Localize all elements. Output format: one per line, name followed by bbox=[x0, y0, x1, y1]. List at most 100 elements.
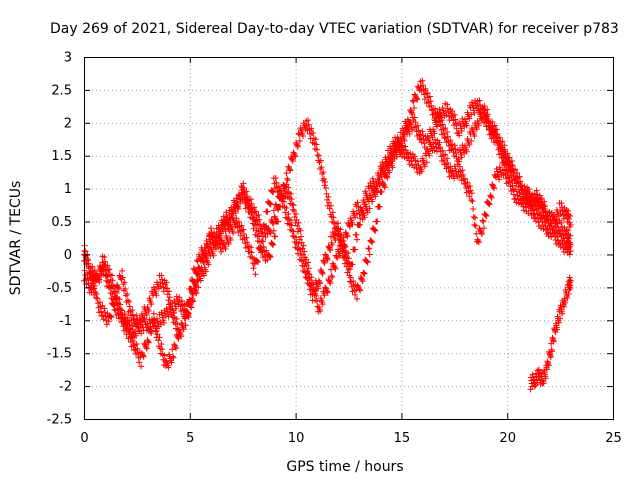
data-point bbox=[358, 275, 365, 282]
data-point bbox=[426, 152, 433, 159]
data-point bbox=[332, 265, 339, 272]
data-point bbox=[326, 205, 333, 212]
data-point bbox=[470, 213, 477, 220]
data-point bbox=[239, 227, 246, 234]
data-point bbox=[270, 241, 277, 248]
data-point bbox=[549, 348, 556, 355]
data-point bbox=[534, 191, 541, 198]
data-point bbox=[263, 247, 270, 254]
data-point bbox=[315, 285, 322, 292]
data-point bbox=[215, 233, 222, 240]
data-point bbox=[444, 159, 451, 166]
data-point bbox=[440, 130, 447, 137]
data-point bbox=[369, 198, 376, 205]
data-point bbox=[492, 131, 499, 138]
data-point bbox=[318, 268, 325, 275]
data-point bbox=[94, 272, 101, 279]
data-point bbox=[171, 309, 178, 316]
data-point bbox=[567, 285, 574, 292]
data-point bbox=[355, 283, 362, 290]
data-point bbox=[243, 188, 250, 195]
data-point bbox=[357, 274, 364, 281]
data-point bbox=[461, 175, 468, 182]
data-point bbox=[349, 221, 356, 228]
data-point bbox=[159, 276, 166, 283]
data-point bbox=[150, 310, 157, 317]
data-point bbox=[406, 120, 413, 127]
data-point bbox=[364, 258, 371, 265]
data-point bbox=[157, 321, 164, 328]
data-point bbox=[494, 131, 501, 138]
data-point bbox=[164, 308, 171, 315]
data-point bbox=[284, 177, 291, 184]
data-point bbox=[116, 296, 123, 303]
data-point bbox=[423, 90, 430, 97]
data-point bbox=[376, 176, 383, 183]
data-point bbox=[197, 268, 204, 275]
data-point bbox=[297, 246, 304, 253]
data-point bbox=[248, 200, 255, 207]
data-point bbox=[251, 260, 258, 267]
data-point bbox=[473, 126, 480, 133]
data-point bbox=[482, 211, 489, 218]
data-point bbox=[326, 244, 333, 251]
data-point bbox=[254, 258, 261, 265]
data-point bbox=[325, 193, 332, 200]
data-point bbox=[327, 280, 334, 287]
data-point bbox=[213, 225, 220, 232]
data-point bbox=[501, 166, 508, 173]
data-point bbox=[415, 127, 422, 134]
data-point bbox=[275, 183, 282, 190]
data-point bbox=[395, 139, 402, 146]
data-point bbox=[93, 290, 100, 297]
data-point bbox=[428, 107, 435, 114]
data-point bbox=[240, 180, 247, 187]
data-point bbox=[301, 248, 308, 255]
data-point bbox=[459, 171, 466, 178]
data-point bbox=[291, 150, 298, 157]
data-point bbox=[111, 293, 118, 300]
data-point bbox=[270, 220, 277, 227]
data-point bbox=[319, 301, 326, 308]
data-point bbox=[468, 99, 475, 106]
data-point bbox=[364, 196, 371, 203]
data-point bbox=[327, 202, 334, 209]
data-point bbox=[317, 280, 324, 287]
data-point bbox=[317, 266, 324, 273]
data-point bbox=[327, 247, 334, 254]
data-point bbox=[411, 153, 418, 160]
data-point bbox=[105, 318, 112, 325]
data-point bbox=[368, 238, 375, 245]
data-point bbox=[140, 352, 147, 359]
data-point bbox=[524, 189, 531, 196]
data-point bbox=[204, 241, 211, 248]
data-point bbox=[297, 227, 304, 234]
data-point bbox=[107, 312, 114, 319]
data-point bbox=[333, 253, 340, 260]
data-point bbox=[484, 106, 491, 113]
data-point bbox=[510, 191, 517, 198]
data-point bbox=[496, 164, 503, 171]
data-point bbox=[407, 108, 414, 115]
data-point bbox=[166, 301, 173, 308]
data-point bbox=[266, 200, 273, 207]
data-point bbox=[336, 252, 343, 259]
data-point bbox=[195, 264, 202, 271]
data-point bbox=[188, 304, 195, 311]
data-point bbox=[266, 229, 273, 236]
data-point bbox=[361, 214, 368, 221]
data-point bbox=[440, 107, 447, 114]
data-point bbox=[346, 222, 353, 229]
data-point bbox=[324, 288, 331, 295]
data-point bbox=[320, 257, 327, 264]
data-point bbox=[492, 174, 499, 181]
data-point bbox=[116, 272, 123, 279]
x-tick-label: 0 bbox=[80, 431, 88, 446]
data-point bbox=[251, 204, 258, 211]
data-point bbox=[193, 257, 200, 264]
data-point bbox=[110, 288, 117, 295]
data-point bbox=[369, 239, 376, 246]
y-axis-label: SDTVAR / TECUs bbox=[8, 181, 24, 296]
data-point bbox=[550, 225, 557, 232]
data-point bbox=[471, 221, 478, 228]
